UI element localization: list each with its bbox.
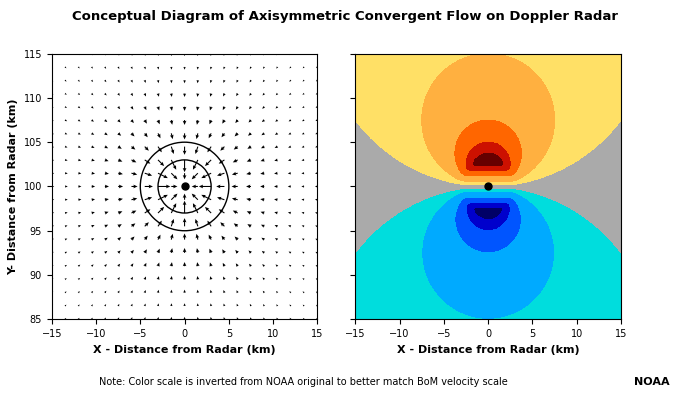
X-axis label: X - Distance from Radar (km): X - Distance from Radar (km) xyxy=(93,344,276,354)
Text: Note: Color scale is inverted from NOAA original to better match BoM velocity sc: Note: Color scale is inverted from NOAA … xyxy=(99,377,508,387)
Y-axis label: Y- Distance from Radar (km): Y- Distance from Radar (km) xyxy=(8,98,18,275)
X-axis label: X - Distance from Radar (km): X - Distance from Radar (km) xyxy=(397,344,580,354)
Text: NOAA: NOAA xyxy=(633,377,669,387)
Text: Conceptual Diagram of Axisymmetric Convergent Flow on Doppler Radar: Conceptual Diagram of Axisymmetric Conve… xyxy=(72,10,618,23)
